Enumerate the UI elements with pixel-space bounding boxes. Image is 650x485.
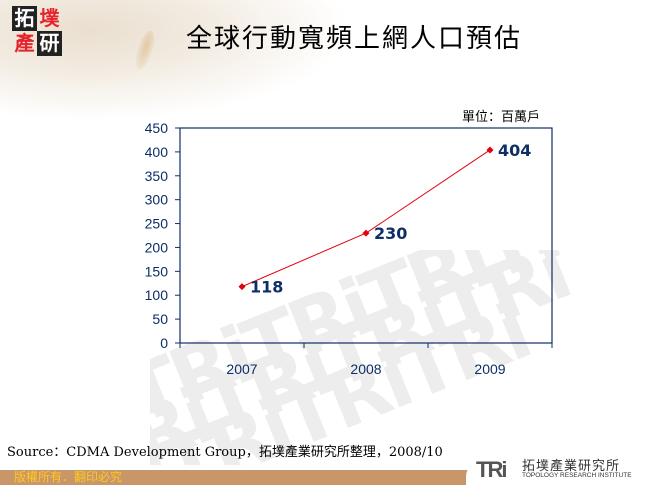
data-point-marker [362, 229, 370, 237]
y-tick-label: 150 [145, 263, 169, 279]
tri-logo: TRi 拓墣產業研究所 TOPOLOGY RESEARCH INSTITUTE [466, 455, 650, 485]
y-tick-label: 300 [145, 192, 169, 208]
logo-char: 研 [37, 31, 62, 56]
copyright-text: 版權所有．翻印必究 [14, 470, 123, 484]
source-note: Source：CDMA Development Group，拓墣產業研究所整理，… [7, 445, 443, 460]
logo-char: 產 [14, 31, 35, 55]
logo-char: 拓 [12, 6, 37, 31]
y-tick-label: 350 [145, 168, 169, 184]
y-tick-label: 400 [145, 144, 169, 160]
y-tick-label: 100 [145, 287, 169, 303]
org-name-cn: 拓墣產業研究所 [522, 459, 621, 474]
tri-logo-mark: TRi [476, 457, 507, 482]
y-tick-label: 450 [145, 120, 169, 136]
x-tick-label: 2009 [474, 361, 505, 377]
slide-title: 全球行動寬頻上網人口預估 [186, 24, 523, 54]
data-point-marker [486, 146, 494, 154]
org-name-en: TOPOLOGY RESEARCH INSTITUTE [522, 472, 632, 479]
x-tick-label: 2007 [226, 361, 257, 377]
y-axis: 0 50 100 150 200 250 300 350 400 450 [145, 120, 180, 351]
plot-frame [179, 127, 553, 344]
y-tick-label: 200 [145, 239, 169, 255]
data-label: 230 [374, 224, 407, 243]
data-label: 404 [498, 141, 531, 160]
data-point-marker [238, 283, 246, 291]
data-label: 118 [250, 278, 283, 297]
series-line [241, 149, 491, 288]
y-tick-label: 250 [145, 216, 169, 232]
x-tick-label: 2008 [350, 361, 381, 377]
x-axis: 2007 2008 2009 [179, 343, 553, 377]
data-series: 118 230 404 [238, 141, 531, 297]
map-background [0, 0, 480, 120]
y-tick-label: 50 [152, 311, 168, 327]
unit-label: 單位：百萬戶 [462, 110, 541, 125]
logo-char: 墣 [39, 6, 60, 30]
y-tick-label: 0 [160, 335, 168, 351]
company-logo: 拓 墣 產 研 [12, 6, 62, 56]
